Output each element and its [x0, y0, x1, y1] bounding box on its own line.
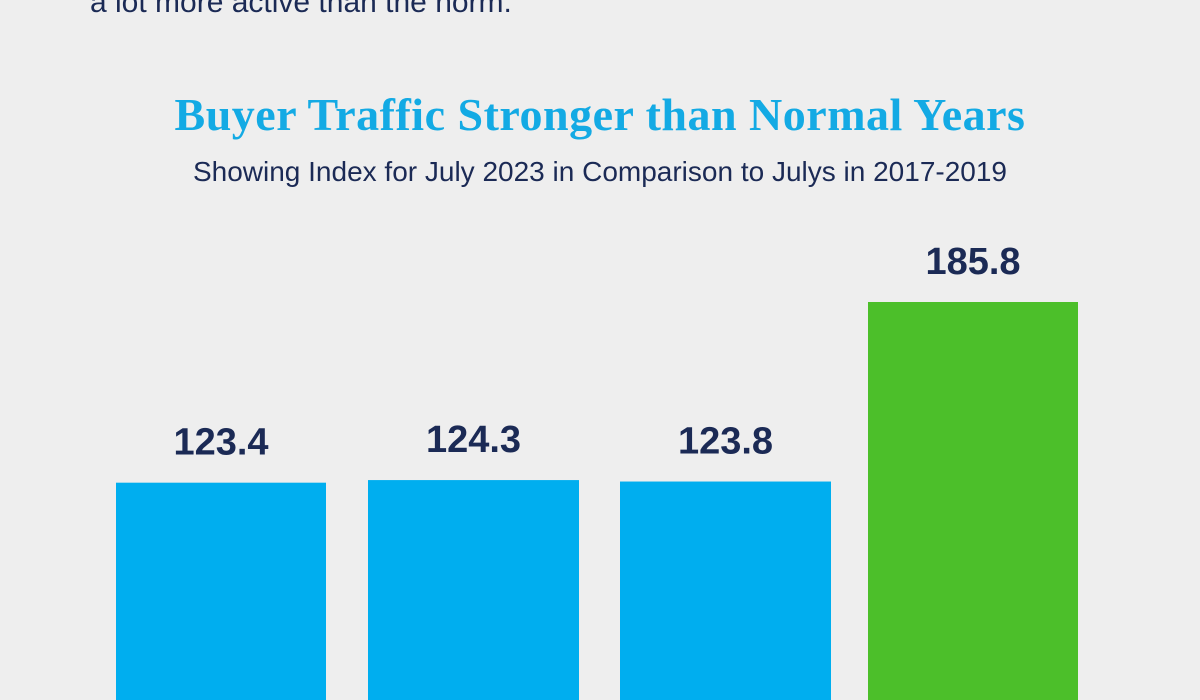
bar-1	[116, 482, 326, 700]
chart-title: Buyer Traffic Stronger than Normal Years	[174, 89, 1026, 140]
chart-subtitle: Showing Index for July 2023 in Compariso…	[192, 156, 1008, 187]
bar-value-label-4: 185.8	[925, 241, 1020, 283]
bar-value-label-2: 124.3	[426, 419, 521, 461]
bar-value-label-1: 123.4	[173, 422, 268, 464]
bar-3	[620, 481, 831, 700]
bar-value-label-3: 123.8	[678, 421, 773, 463]
bar-4	[868, 302, 1078, 700]
intro-text-fragment: a lot more active than the norm.	[90, 0, 512, 19]
bar-2	[368, 480, 579, 700]
